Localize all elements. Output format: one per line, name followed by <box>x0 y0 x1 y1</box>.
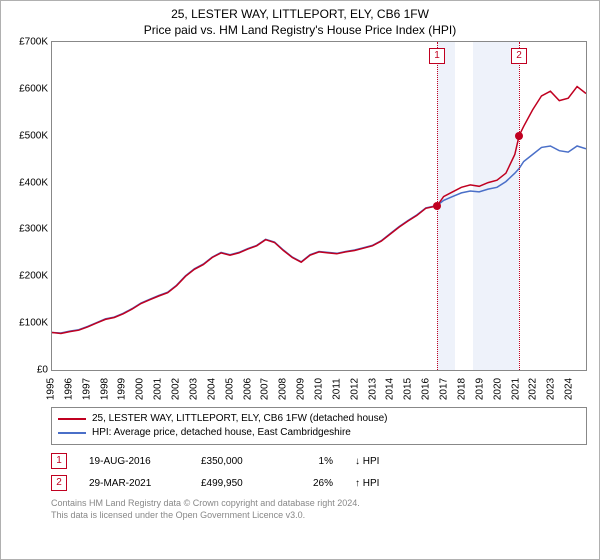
footer-line: This data is licensed under the Open Gov… <box>51 509 587 521</box>
x-axis-label: 2024 <box>564 378 575 400</box>
sale-price: £350,000 <box>201 456 271 467</box>
y-axis-label: £500K <box>19 130 52 141</box>
y-axis-label: £400K <box>19 177 52 188</box>
legend: 25, LESTER WAY, LITTLEPORT, ELY, CB6 1FW… <box>51 407 587 445</box>
x-axis-label: 1996 <box>63 378 74 400</box>
sale-marker-label: 2 <box>511 48 527 64</box>
x-axis-label: 2017 <box>439 378 450 400</box>
sale-pct: 1% <box>293 456 333 467</box>
x-axis-label: 1995 <box>46 378 57 400</box>
legend-label: 25, LESTER WAY, LITTLEPORT, ELY, CB6 1FW… <box>92 412 388 426</box>
y-axis-label: £300K <box>19 224 52 235</box>
series-price_paid <box>52 87 586 334</box>
chart-lines <box>52 42 586 370</box>
legend-swatch <box>58 432 86 434</box>
y-axis-label: £100K <box>19 318 52 329</box>
chart-title: 25, LESTER WAY, LITTLEPORT, ELY, CB6 1FW <box>1 7 599 21</box>
y-axis-label: £600K <box>19 83 52 94</box>
x-axis-label: 2020 <box>492 378 503 400</box>
x-axis-label: 1999 <box>117 378 128 400</box>
sale-date: 19-AUG-2016 <box>89 456 179 467</box>
x-axis-label: 2001 <box>153 378 164 400</box>
x-axis-label: 2023 <box>546 378 557 400</box>
sale-marker-line <box>519 42 520 370</box>
x-axis-label: 2009 <box>296 378 307 400</box>
legend-item: HPI: Average price, detached house, East… <box>58 426 580 440</box>
x-axis-label: 2011 <box>331 378 342 400</box>
x-axis-label: 1997 <box>81 378 92 400</box>
x-axis-label: 2016 <box>421 378 432 400</box>
sale-pct: 26% <box>293 478 333 489</box>
sale-markers-table: 1 19-AUG-2016 £350,000 1% ↓ HPI 2 29-MAR… <box>51 453 587 491</box>
x-axis-label: 2013 <box>367 378 378 400</box>
x-axis-label: 2000 <box>135 378 146 400</box>
x-axis-label: 2003 <box>188 378 199 400</box>
x-axis-label: 2004 <box>206 378 217 400</box>
chart-subtitle: Price paid vs. HM Land Registry's House … <box>1 23 599 37</box>
x-axis-label: 2010 <box>314 378 325 400</box>
legend-label: HPI: Average price, detached house, East… <box>92 426 351 440</box>
x-axis-label: 2002 <box>171 378 182 400</box>
plot-area: 12 £0£100K£200K£300K£400K£500K£600K£700K <box>51 41 587 371</box>
sale-marker-dot <box>515 132 523 140</box>
x-axis-label: 2012 <box>349 378 360 400</box>
x-axis-labels: 1995199619971998199920002001200220032004… <box>51 371 587 407</box>
x-axis-label: 2007 <box>260 378 271 400</box>
footer-line: Contains HM Land Registry data © Crown c… <box>51 497 587 509</box>
sale-marker-badge: 1 <box>51 453 67 469</box>
sale-direction: ↓ HPI <box>355 456 415 467</box>
sale-direction: ↑ HPI <box>355 478 415 489</box>
sale-marker-label: 1 <box>429 48 445 64</box>
sale-price: £499,950 <box>201 478 271 489</box>
y-axis-label: £200K <box>19 271 52 282</box>
y-axis-label: £700K <box>19 37 52 48</box>
sale-row: 2 29-MAR-2021 £499,950 26% ↑ HPI <box>51 475 587 491</box>
sale-date: 29-MAR-2021 <box>89 478 179 489</box>
x-axis-label: 2006 <box>242 378 253 400</box>
x-axis-label: 2005 <box>224 378 235 400</box>
x-axis-label: 2008 <box>278 378 289 400</box>
x-axis-label: 2018 <box>456 378 467 400</box>
x-axis-label: 2019 <box>474 378 485 400</box>
sale-row: 1 19-AUG-2016 £350,000 1% ↓ HPI <box>51 453 587 469</box>
sale-marker-badge: 2 <box>51 475 67 491</box>
legend-swatch <box>58 418 86 420</box>
x-axis-label: 2022 <box>528 378 539 400</box>
x-axis-label: 2015 <box>403 378 414 400</box>
legend-item: 25, LESTER WAY, LITTLEPORT, ELY, CB6 1FW… <box>58 412 580 426</box>
y-axis-label: £0 <box>37 365 52 376</box>
x-axis-label: 2014 <box>385 378 396 400</box>
sale-marker-dot <box>433 202 441 210</box>
footer-attribution: Contains HM Land Registry data © Crown c… <box>51 497 587 521</box>
x-axis-label: 1998 <box>99 378 110 400</box>
x-axis-label: 2021 <box>510 378 521 400</box>
